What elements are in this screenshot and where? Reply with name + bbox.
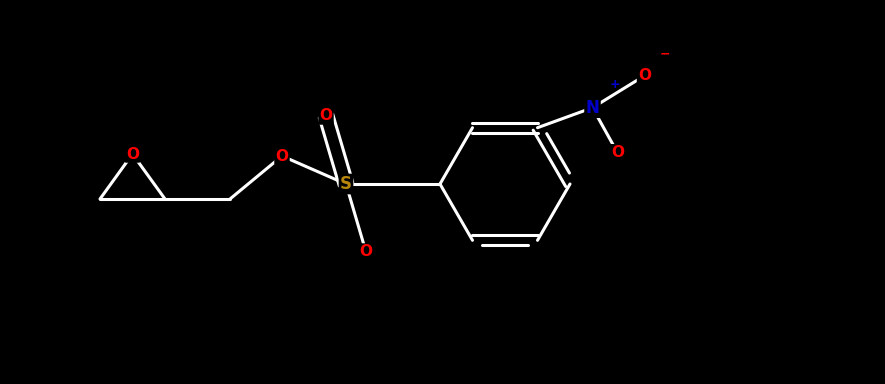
- Text: +: +: [610, 78, 620, 91]
- Text: O: O: [611, 145, 624, 160]
- Text: S: S: [340, 175, 352, 193]
- Text: O: O: [359, 245, 373, 260]
- Text: −: −: [659, 48, 670, 61]
- Text: O: O: [126, 147, 139, 162]
- Text: O: O: [638, 68, 651, 83]
- Text: O: O: [319, 109, 333, 124]
- Text: N: N: [586, 99, 599, 117]
- Text: O: O: [275, 149, 289, 164]
